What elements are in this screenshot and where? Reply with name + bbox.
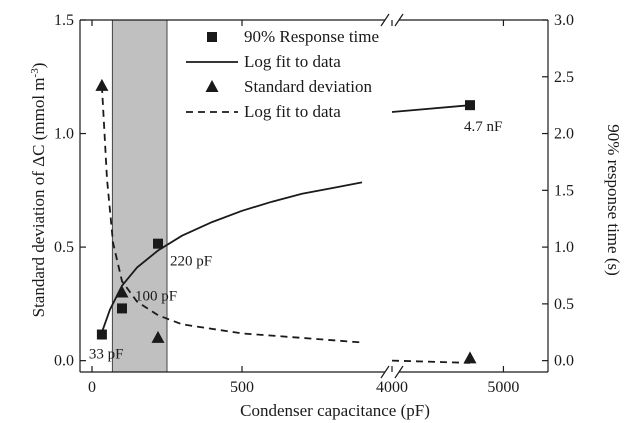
y-right-tick-label: 2.5 — [554, 69, 574, 86]
legend: 90% Response time Log fit to data Standard… — [186, 27, 379, 121]
x-tick-label: 500 — [230, 379, 254, 396]
y-axis-right-title: 90% response time (s) — [604, 124, 623, 276]
y-left-tick-label: 0.5 — [54, 239, 74, 256]
point-triangle-3 — [463, 351, 477, 364]
legend-label: Log fit to data — [244, 52, 341, 71]
point-square-2 — [153, 238, 163, 249]
y-left-tick-label: 0.0 — [54, 353, 74, 370]
point-triangle-0 — [95, 78, 109, 91]
shaded-band — [111, 19, 168, 373]
y-right-tick-label: 0.5 — [554, 296, 574, 313]
annotation-label: 4.7 nF — [464, 119, 502, 135]
y-axis-left-title-main: Standard deviation of ΔC (mmol m — [29, 77, 48, 317]
y-right-tick-label: 1.0 — [554, 239, 574, 256]
series-line-dashed-0 — [101, 85, 363, 344]
y-right-tick-label: 1.5 — [554, 182, 574, 199]
point-square-1 — [117, 303, 127, 314]
y-right-tick-label: 3.0 — [554, 12, 574, 29]
axes-layer: 0 500 4000 5000 0.0 0.5 1.0 1.5 0.0 0.5 1.0 1.5 2.0 2… — [54, 12, 574, 396]
legend-symbol-triangle — [205, 80, 219, 92]
point-square-0 — [96, 329, 107, 340]
legend-label: Standard deviation — [244, 77, 372, 96]
y-right-tick-label: 2.0 — [554, 126, 574, 143]
x-tick-label: 4000 — [376, 379, 408, 396]
axis-break-top-1 — [394, 13, 404, 27]
legend-label: Log fit to data — [244, 102, 341, 121]
point-square-3 — [465, 100, 475, 111]
point-triangle-1 — [115, 285, 129, 298]
x-axis-title: Condenser capacitance (pF) — [240, 401, 430, 420]
annotation-label: 33 pF — [89, 347, 124, 363]
y-left-tick-label: 1.5 — [54, 12, 74, 29]
axis-break-bottom-0 — [380, 365, 390, 379]
series-line-dashed-1 — [391, 359, 471, 364]
legend-label: 90% Response time — [244, 27, 379, 46]
y-axis-left-title-sup: -3 — [29, 68, 41, 78]
annotation-label: 100 pF — [135, 288, 177, 304]
y-axis-left-title-close: ) — [29, 63, 48, 69]
series-layer — [95, 78, 477, 364]
shaded-band-layer — [111, 19, 168, 373]
y-left-tick-label: 1.0 — [54, 126, 74, 143]
axis-break-top-0 — [380, 13, 390, 27]
y-axis-left-title: Standard deviation of ΔC (mmol m-3) — [29, 63, 48, 318]
x-tick-label: 0 — [88, 379, 96, 396]
x-tick-label: 5000 — [487, 379, 519, 396]
legend-symbol-square — [207, 32, 217, 42]
series-line-solid-1 — [391, 104, 471, 113]
point-triangle-2 — [151, 330, 165, 343]
annotation-label: 220 pF — [170, 254, 212, 270]
axis-break-bottom-1 — [394, 365, 404, 379]
y-right-tick-label: 0.0 — [554, 353, 574, 370]
annotations-layer: 33 pF 100 pF 220 pF 4.7 nF — [89, 119, 502, 362]
